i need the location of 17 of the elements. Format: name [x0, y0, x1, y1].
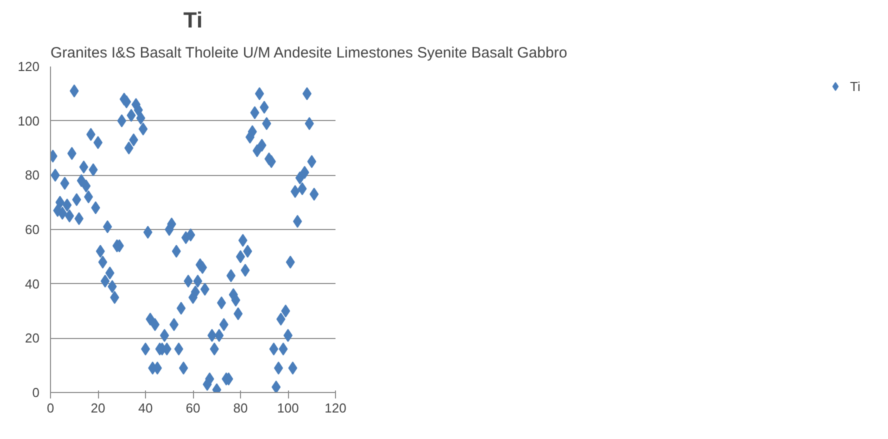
y-tick-label: 120 — [18, 59, 40, 74]
x-tick-label: 20 — [90, 400, 106, 416]
y-tick-label: 40 — [25, 276, 40, 292]
x-tick-label: 80 — [233, 400, 248, 416]
y-tick-label: 80 — [25, 168, 40, 183]
x-tick-label: 40 — [138, 400, 153, 416]
x-tick-label: 60 — [186, 400, 200, 416]
x-tick-label: 100 — [277, 400, 299, 416]
text: Granites I&S Basalt Tholeite U/M Andesite Limestones Syenite Basalt Gabbro — [50, 44, 568, 62]
y-tick-label: 0 — [32, 385, 40, 400]
y-tick-label: 100 — [18, 113, 40, 128]
y-tick-label: 60 — [25, 222, 40, 237]
chart-title: Ti — [183, 8, 203, 32]
x-tick-label: 120 — [324, 400, 346, 416]
x-tick-label: 0 — [46, 400, 54, 416]
y-tick-label: 20 — [25, 330, 40, 346]
legend-label: Ti — [850, 78, 862, 94]
